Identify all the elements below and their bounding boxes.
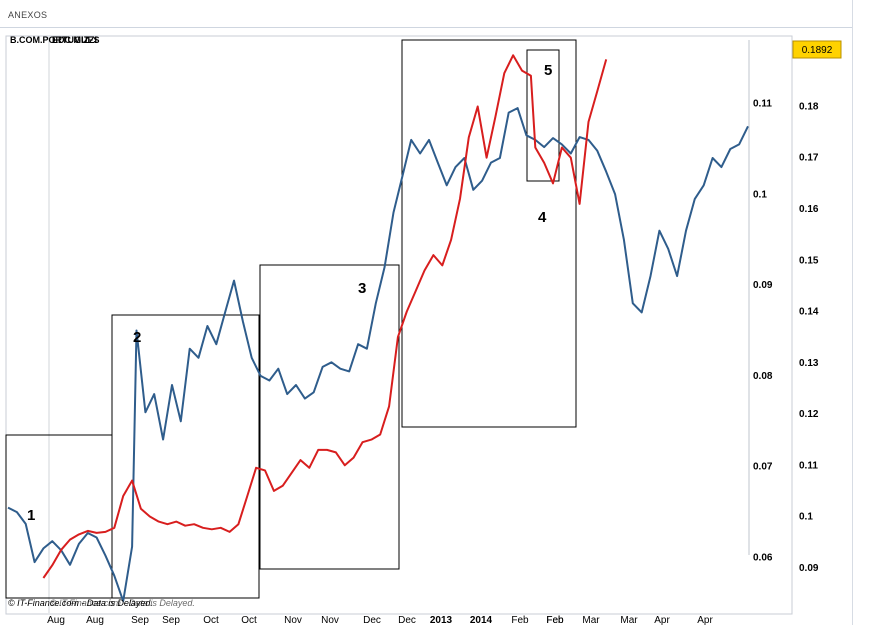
annotation-label-2: 2 [133,329,141,346]
right-tick-2: 0.16 [799,204,819,215]
chart-title-overlay: EDC MIZZI [52,35,97,45]
header-title: ANEXOS [8,10,48,20]
right-tick-5: 0.13 [799,358,819,369]
current-value-label: 0.1892 [802,45,833,56]
frame-right-edge [852,0,853,625]
x-tick-2: Sep [131,615,149,625]
annotation-label-3: 3 [358,280,366,297]
annotation-label-4: 4 [538,209,547,226]
series-line-1 [7,107,749,603]
header-divider [0,27,852,28]
annotation-box-3 [259,264,400,570]
left-tick-4: 0.07 [753,462,773,473]
x-tick-12: Feb [511,615,529,625]
annotation-box-4 [401,39,577,428]
x-tick-7: Nov [321,615,339,625]
right-tick-3: 0.15 [799,255,819,266]
x-tick-14: Mar [582,615,600,625]
footer-note-overlay: © IT-Finance.com - Data is Delayed. [50,598,195,608]
x-tick-17: Apr [697,615,713,625]
x-tick-4: Oct [203,615,219,625]
annotation-boxes [5,39,577,599]
x-tick-extra: Feb [546,615,564,625]
right-tick-9: 0.09 [799,563,819,574]
series-layer [7,54,749,603]
left-tick-0: 0.11 [753,99,772,110]
x-tick-0: Aug [47,615,65,625]
x-tick-10: 2013 [430,615,453,625]
header-bar: ANEXOS [0,0,873,28]
annotation-box-2 [111,314,260,599]
x-tick-11: 2014 [470,615,493,625]
current-value-badge [792,40,842,59]
annotation-label-5: 5 [544,62,552,79]
right-tick-6: 0.12 [799,409,819,420]
x-tick-15: Mar [620,615,638,625]
right-axis-ticks: 0.18 0.17 0.16 0.15 0.14 0.13 0.12 0.11 0.1 0.09 [799,102,819,574]
x-tick-13: Feb [546,615,564,625]
left-axis-ticks: 0.11 0.1 0.09 0.08 0.07 0.06 [753,99,773,564]
chart-title: B.COM.PORTUGUES [10,35,100,45]
x-tick-6: Nov [284,615,302,625]
footer-note: © IT-Finance.com - Data is Delayed. [8,598,153,608]
left-tick-1: 0.1 [753,189,767,200]
right-tick-7: 0.11 [799,460,818,471]
annotation-box-5 [526,49,560,182]
x-tick-16: Apr [654,615,670,625]
annotation-labels: 1 2 3 4 5 [27,62,552,524]
right-tick-8: 0.1 [799,512,813,523]
series-line-2 [42,54,608,579]
x-tick-5: Oct [241,615,257,625]
left-tick-2: 0.09 [753,280,773,291]
x-axis-ticks: Aug Aug Sep Sep Oct Oct Nov Nov Dec Dec 2013 2014 Fe… [47,615,713,625]
x-tick-8: Dec [363,615,381,625]
annotation-label-1: 1 [27,507,35,524]
right-tick-4: 0.14 [799,307,819,318]
x-tick-3: Sep [162,615,180,625]
left-tick-5: 0.06 [753,553,773,564]
x-tick-1: Aug [86,615,104,625]
x-tick-9: Dec [398,615,416,625]
left-tick-3: 0.08 [753,371,773,382]
right-tick-0: 0.18 [799,102,819,113]
right-tick-1: 0.17 [799,153,819,164]
